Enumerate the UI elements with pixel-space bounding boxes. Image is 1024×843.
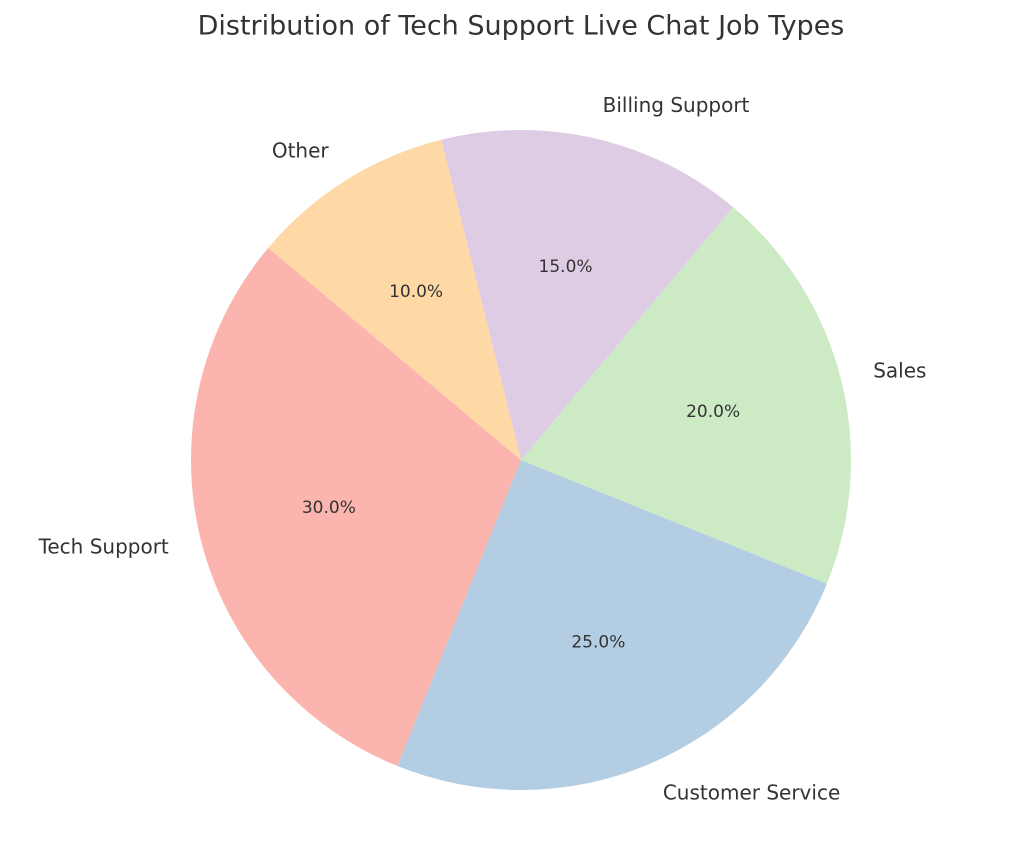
percent-label: 25.0% — [571, 632, 625, 652]
chart-title: Distribution of Tech Support Live Chat J… — [198, 11, 845, 42]
wedge-label: Customer Service — [663, 781, 840, 805]
percent-label: 20.0% — [686, 402, 740, 422]
wedge-label: Sales — [873, 359, 926, 383]
percent-label: 10.0% — [389, 282, 443, 302]
wedge-label: Tech Support — [38, 534, 169, 558]
pie-wedge — [521, 207, 851, 584]
pie-wedge — [191, 247, 521, 766]
wedge-label: Other — [272, 139, 330, 163]
pie-wedge — [268, 139, 521, 460]
pie-wedge — [397, 460, 827, 790]
percent-label: 30.0% — [302, 498, 356, 518]
wedge-label: Billing Support — [603, 93, 750, 117]
percent-label: 15.0% — [539, 257, 593, 277]
pie-wedge — [441, 130, 734, 460]
